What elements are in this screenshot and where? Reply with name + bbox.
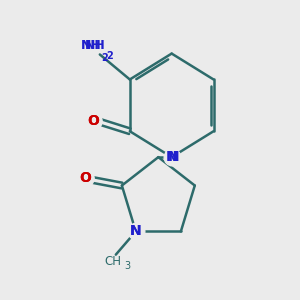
Text: O: O <box>87 113 99 128</box>
Text: O: O <box>79 171 91 185</box>
Text: N: N <box>130 224 142 239</box>
Text: 2: 2 <box>101 53 108 63</box>
Text: NH: NH <box>84 39 105 52</box>
Text: O: O <box>79 171 91 185</box>
Text: O: O <box>87 113 99 128</box>
Text: N: N <box>166 150 178 164</box>
Text: CH: CH <box>104 255 121 268</box>
Text: N: N <box>167 150 179 164</box>
Text: N: N <box>130 224 142 239</box>
Text: NH: NH <box>81 39 102 52</box>
Text: 2: 2 <box>106 51 112 61</box>
Text: 3: 3 <box>124 261 130 271</box>
